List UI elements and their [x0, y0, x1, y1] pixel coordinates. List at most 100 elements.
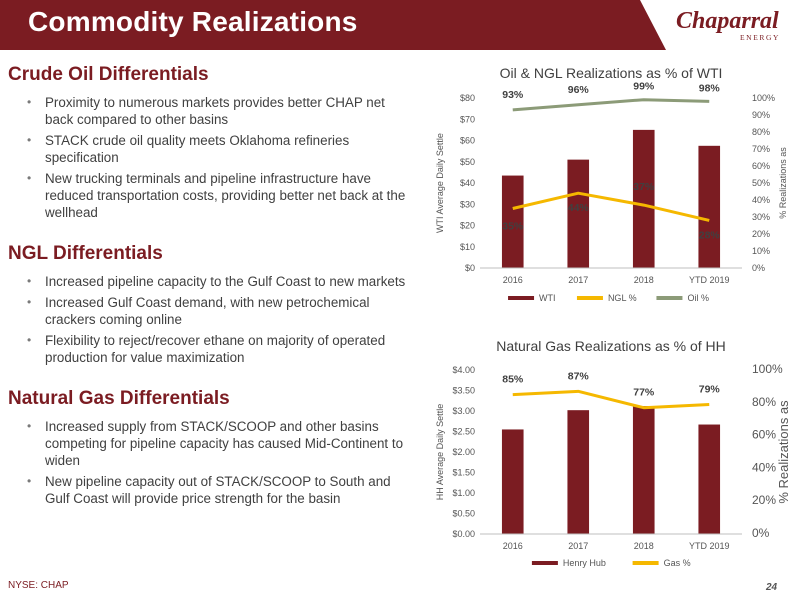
bullet-item: Increased pipeline capacity to the Gulf …	[8, 273, 408, 290]
legend-swatch	[576, 296, 603, 300]
y2-tick-label: 100%	[752, 362, 783, 376]
legend-swatch	[531, 561, 558, 565]
y2-tick-label: 70%	[752, 144, 770, 154]
data-label: 99%	[633, 81, 655, 93]
data-label: 98%	[699, 82, 721, 94]
y2-tick-label: 10%	[752, 246, 770, 256]
bar-wti	[567, 159, 590, 268]
y2-tick-label: 60%	[752, 161, 770, 171]
header-bar: Commodity Realizations Chaparral ENERGY	[0, 0, 799, 50]
y-tick-label: $0	[465, 263, 475, 273]
data-label: 85%	[502, 374, 524, 386]
x-tick-label: 2017	[568, 541, 588, 551]
page-number: 24	[766, 582, 778, 593]
y-tick-label: $50	[460, 157, 475, 167]
y2-tick-label: 80%	[752, 395, 776, 409]
y2-tick-label: 20%	[752, 229, 770, 239]
bar-henry-hub	[632, 406, 655, 534]
y2-tick-label: 40%	[752, 460, 776, 474]
y-tick-label: $10	[460, 242, 475, 252]
chart-title: Oil & NGL Realizations as % of WTI	[500, 65, 723, 81]
y2-tick-label: 40%	[752, 195, 770, 205]
legend-swatch	[632, 561, 659, 565]
x-tick-label: YTD 2019	[689, 541, 730, 551]
y2-tick-label: 80%	[752, 127, 770, 137]
y2-tick-label: 0%	[752, 263, 765, 273]
data-label: 93%	[502, 89, 524, 101]
y-tick-label: $30	[460, 199, 475, 209]
data-label: 96%	[568, 84, 590, 96]
y2-tick-label: 30%	[752, 212, 770, 222]
y-tick-label: $2.50	[452, 427, 475, 437]
y2-tick-label: 50%	[752, 178, 770, 188]
legend-label: WTI	[539, 293, 556, 303]
x-tick-label: 2017	[568, 275, 588, 285]
y-axis-label: HH Average Daily Settle	[435, 404, 445, 500]
legend-label: Gas %	[664, 558, 691, 568]
data-label: 44%	[568, 202, 590, 214]
bullet-item: STACK crude oil quality meets Oklahoma r…	[8, 132, 408, 166]
y-tick-label: $1.00	[452, 488, 475, 498]
page-title: Commodity Realizations	[28, 6, 358, 37]
x-tick-label: YTD 2019	[689, 275, 730, 285]
bullet-item: Increased Gulf Coast demand, with new pe…	[8, 294, 408, 328]
y2-tick-label: 20%	[752, 493, 776, 507]
legend-swatch	[656, 296, 683, 300]
y-tick-label: $70	[460, 114, 475, 124]
y-tick-label: $0.00	[452, 529, 475, 539]
y-tick-label: $4.00	[452, 365, 475, 375]
x-tick-label: 2018	[634, 275, 654, 285]
crude-oil-bullets: Proximity to numerous markets provides b…	[8, 94, 408, 221]
crude-oil-heading: Crude Oil Differentials	[8, 64, 209, 85]
ngl-bullets: Increased pipeline capacity to the Gulf …	[8, 273, 408, 366]
y2-axis-label: % Realizations as	[776, 400, 790, 504]
oil-ngl-chart: Oil & NGL Realizations as % of WTI $0 $10 $…	[435, 65, 788, 303]
y2-axis-label: % Realizations as	[778, 147, 788, 219]
bullet-item: Increased supply from STACK/SCOOP and ot…	[8, 418, 408, 469]
y2-tick-label: 100%	[752, 93, 775, 103]
bar-wti	[632, 129, 655, 268]
logo-notch	[640, 0, 666, 50]
x-tick-label: 2018	[634, 541, 654, 551]
company-logo: Chaparral ENERGY	[666, 0, 799, 50]
bar-henry-hub	[567, 410, 590, 534]
data-label: 28%	[699, 229, 721, 241]
legend-label: Oil %	[687, 293, 709, 303]
y-axis-label: WTI Average Daily Settle	[435, 133, 445, 233]
data-label: 79%	[699, 383, 721, 395]
legend-label: Henry Hub	[563, 558, 606, 568]
bullet-item: New pipeline capacity out of STACK/SCOOP…	[8, 473, 408, 507]
y2-tick-label: 90%	[752, 110, 770, 120]
y-tick-label: $3.50	[452, 386, 475, 396]
y-tick-label: $40	[460, 178, 475, 188]
data-label: 35%	[502, 221, 524, 233]
x-tick-label: 2016	[503, 275, 523, 285]
bullet-item: New trucking terminals and pipeline infr…	[8, 170, 408, 221]
y-tick-label: $20	[460, 221, 475, 231]
y-tick-label: $0.50	[452, 509, 475, 519]
bar-wti	[698, 145, 721, 268]
line-oil-	[512, 98, 710, 112]
natural-gas-chart: Natural Gas Realizations as % of HH $0.00…	[435, 338, 790, 568]
y-tick-label: $60	[460, 136, 475, 146]
y2-tick-label: 60%	[752, 428, 776, 442]
y2-tick-label: 0%	[752, 526, 770, 540]
legend-label: NGL %	[608, 293, 637, 303]
data-label: 37%	[633, 181, 655, 193]
chart-title: Natural Gas Realizations as % of HH	[496, 338, 726, 354]
natural-gas-heading: Natural Gas Differentials	[8, 388, 230, 409]
line-ngl-	[512, 191, 710, 222]
y-tick-label: $1.50	[452, 468, 475, 478]
legend-swatch	[508, 296, 535, 300]
bar-henry-hub	[501, 429, 524, 534]
logo-subtext: ENERGY	[740, 33, 781, 42]
y-tick-label: $80	[460, 93, 475, 103]
data-label: 87%	[568, 370, 590, 382]
bar-wti	[501, 175, 524, 268]
footer-ticker: NYSE: CHAP	[8, 580, 69, 591]
y-tick-label: $2.00	[452, 447, 475, 457]
logo-text: Chaparral	[676, 8, 779, 34]
data-label: 77%	[633, 387, 655, 399]
y-tick-label: $3.00	[452, 406, 475, 416]
line-gas-	[512, 389, 710, 410]
